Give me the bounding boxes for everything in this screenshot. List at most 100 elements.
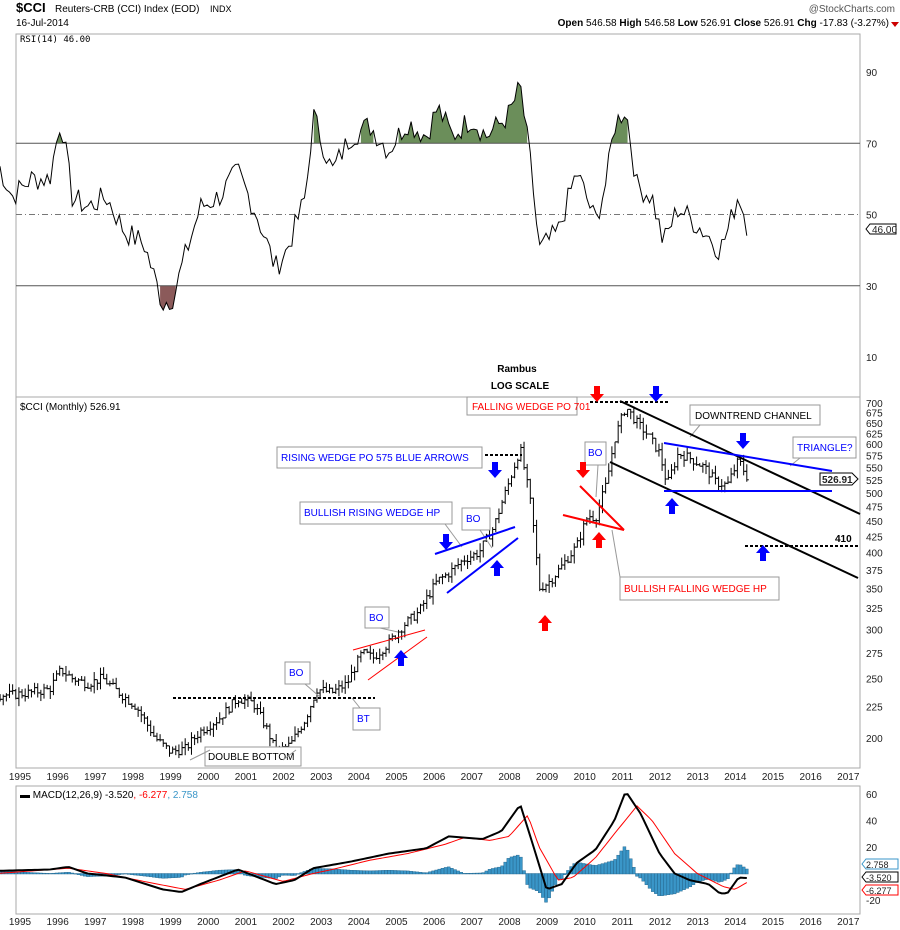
macd-histogram-bar	[293, 873, 297, 876]
price-bar	[151, 725, 156, 738]
macd-histogram-bar	[57, 872, 62, 875]
macd-hist-tag: 2.758	[861, 858, 899, 870]
small-wedge-lower-line	[367, 636, 428, 681]
rsi-overbought-fill	[611, 115, 628, 144]
year-label: 2007	[461, 772, 484, 783]
year-label: 2009	[536, 917, 559, 928]
macd-histogram-bar	[340, 869, 344, 875]
macd-histogram-bar	[403, 870, 407, 875]
macd-histogram-bar	[437, 868, 442, 875]
year-label: 2004	[348, 772, 371, 783]
price-bar	[82, 676, 87, 692]
macd-histogram-bar	[616, 854, 620, 875]
macd-line	[0, 793, 747, 895]
macd-histogram-bar	[641, 873, 645, 882]
price-bar	[32, 682, 37, 695]
year-label: 2005	[385, 772, 408, 783]
macd-histogram-bar	[525, 873, 529, 885]
price-bar	[440, 574, 445, 585]
price-bar	[619, 413, 624, 434]
macd-histogram-bar	[669, 873, 674, 895]
price-bar	[349, 664, 354, 683]
svg-text:BO: BO	[289, 668, 304, 679]
rsi-tick-label: 90	[866, 68, 878, 79]
price-bar	[189, 732, 194, 755]
annotations: Rambus LOG SCALE FALLING WEDGE PO 701 DO…	[173, 364, 861, 767]
arrow-down-icon	[590, 386, 604, 402]
macd-histogram-bar	[741, 866, 746, 875]
price-bar	[729, 467, 734, 484]
date: 16-Jul-2014	[16, 18, 69, 29]
price-bar	[493, 517, 498, 533]
macd-histogram-bar	[613, 859, 617, 875]
year-label: 2001	[235, 917, 258, 928]
macd-histogram-bar	[158, 873, 162, 879]
macd-histogram-bar	[559, 873, 564, 879]
macd-histogram-bar	[79, 873, 84, 876]
arrow-down-icon	[576, 462, 590, 478]
price-bar	[628, 408, 633, 420]
rsi-tick-label: 70	[866, 139, 878, 150]
price-bar	[685, 446, 690, 461]
svg-text:-6.277: -6.277	[866, 886, 892, 896]
price-bar	[503, 486, 508, 505]
price-tick-label: 475	[866, 503, 883, 514]
price-tick-label: 525	[866, 476, 883, 487]
price-bar	[409, 613, 414, 625]
macd-histogram-bar	[619, 850, 624, 875]
falling-wedge-po-box: FALLING WEDGE PO 701	[466, 396, 591, 416]
macd-value-tag: -3.520	[861, 871, 899, 883]
macd-histogram-bar	[440, 868, 445, 875]
macd-histogram-bar	[720, 873, 724, 882]
price-bar	[42, 683, 47, 699]
macd-histogram-bar	[290, 873, 294, 876]
price-bar	[387, 634, 392, 654]
year-label: 2010	[574, 772, 597, 783]
macd-histogram-bar	[478, 872, 482, 875]
x-axis-price: 1995 1996 1997 1998 1999 2000 2001 2002 2003 2004…	[9, 772, 860, 783]
price-bar	[120, 693, 125, 704]
arrow-up-icon	[756, 545, 770, 561]
macd-histogram-bar	[729, 872, 733, 875]
macd-histogram-bar	[202, 871, 206, 875]
macd-histogram-bar	[647, 873, 652, 889]
svg-text:BO: BO	[369, 613, 384, 624]
macd-histogram-bar	[503, 861, 507, 875]
year-label: 2010	[574, 917, 597, 928]
price-bar	[453, 564, 458, 576]
price-bar	[537, 553, 542, 592]
macd-histogram-bar	[682, 873, 686, 890]
macd-histogram-bar	[450, 868, 454, 875]
arrow-up-icon	[538, 615, 552, 631]
price-bar	[653, 437, 658, 453]
macd-histogram-bar	[660, 873, 664, 896]
arrow-down-icon	[439, 534, 453, 550]
macd-histogram-bar	[48, 873, 52, 875]
macd-histogram-bar	[346, 869, 351, 875]
macd-histogram-bar	[644, 873, 649, 885]
macd-histogram-bar	[29, 872, 34, 875]
macd-histogram-bar	[691, 873, 696, 885]
price-bar	[559, 557, 564, 570]
price-bar	[180, 741, 185, 756]
macd-histogram-bar	[738, 864, 743, 875]
year-label: 1999	[159, 917, 182, 928]
price-bar	[616, 420, 621, 444]
macd-histogram-bar	[174, 873, 178, 878]
macd-histogram-bar	[362, 870, 366, 875]
price-bar	[468, 550, 473, 565]
falling-wedge-upper-line	[579, 485, 625, 531]
price-bar	[95, 679, 100, 691]
year-label: 1997	[84, 772, 107, 783]
macd-histogram-bar	[726, 873, 730, 879]
year-label: 2002	[272, 917, 295, 928]
arrow-up-icon	[592, 532, 606, 548]
price-bar	[117, 687, 122, 698]
year-label: 2006	[423, 917, 446, 928]
price-bar	[227, 706, 232, 715]
macd-histogram-bar	[547, 873, 551, 899]
macd-histogram-bar	[625, 849, 630, 875]
price-bar	[707, 462, 712, 485]
macd-histogram-bar	[723, 873, 727, 881]
